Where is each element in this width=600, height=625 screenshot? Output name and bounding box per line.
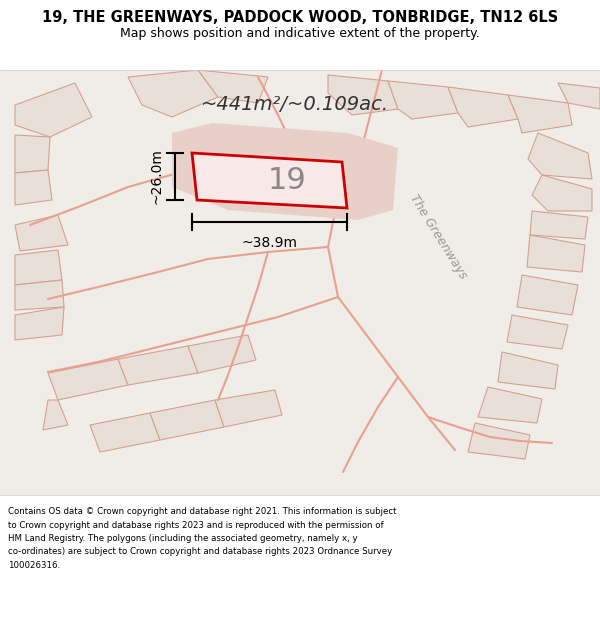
Polygon shape xyxy=(188,335,256,373)
Polygon shape xyxy=(172,123,398,220)
Polygon shape xyxy=(478,387,542,423)
Polygon shape xyxy=(448,87,518,127)
Polygon shape xyxy=(517,275,578,315)
Bar xyxy=(0,70,600,495)
Polygon shape xyxy=(15,135,50,173)
Polygon shape xyxy=(15,250,62,285)
Text: ~26.0m: ~26.0m xyxy=(149,149,163,204)
Polygon shape xyxy=(15,307,64,340)
Polygon shape xyxy=(527,235,585,272)
Polygon shape xyxy=(328,75,398,115)
Polygon shape xyxy=(508,95,572,133)
Polygon shape xyxy=(507,315,568,349)
Polygon shape xyxy=(90,413,160,452)
Polygon shape xyxy=(15,83,92,137)
Polygon shape xyxy=(43,400,68,430)
Polygon shape xyxy=(15,170,52,205)
Text: ~441m²/~0.109ac.: ~441m²/~0.109ac. xyxy=(201,96,389,114)
Bar xyxy=(0,0,600,70)
Text: HM Land Registry. The polygons (including the associated geometry, namely x, y: HM Land Registry. The polygons (includin… xyxy=(8,534,358,543)
Polygon shape xyxy=(215,390,282,427)
Polygon shape xyxy=(498,352,558,389)
Text: co-ordinates) are subject to Crown copyright and database rights 2023 Ordnance S: co-ordinates) are subject to Crown copyr… xyxy=(8,548,392,556)
Text: Contains OS data © Crown copyright and database right 2021. This information is : Contains OS data © Crown copyright and d… xyxy=(8,507,397,516)
Polygon shape xyxy=(388,81,458,119)
Polygon shape xyxy=(532,175,592,211)
Polygon shape xyxy=(468,423,530,459)
Polygon shape xyxy=(48,359,128,400)
Text: 100026316.: 100026316. xyxy=(8,561,60,570)
Polygon shape xyxy=(558,83,600,109)
Text: 19: 19 xyxy=(268,166,307,195)
Text: to Crown copyright and database rights 2023 and is reproduced with the permissio: to Crown copyright and database rights 2… xyxy=(8,521,383,529)
Text: The Greenways: The Greenways xyxy=(407,192,469,282)
Polygon shape xyxy=(528,133,592,179)
Polygon shape xyxy=(128,70,218,117)
Text: ~38.9m: ~38.9m xyxy=(241,236,298,250)
Text: 19, THE GREENWAYS, PADDOCK WOOD, TONBRIDGE, TN12 6LS: 19, THE GREENWAYS, PADDOCK WOOD, TONBRID… xyxy=(42,9,558,24)
Text: Map shows position and indicative extent of the property.: Map shows position and indicative extent… xyxy=(120,26,480,39)
Polygon shape xyxy=(198,70,268,103)
Polygon shape xyxy=(530,211,588,239)
Polygon shape xyxy=(118,346,198,385)
Polygon shape xyxy=(150,400,224,440)
Polygon shape xyxy=(15,215,68,251)
Bar xyxy=(0,495,600,625)
Polygon shape xyxy=(15,280,64,310)
Polygon shape xyxy=(192,153,347,208)
